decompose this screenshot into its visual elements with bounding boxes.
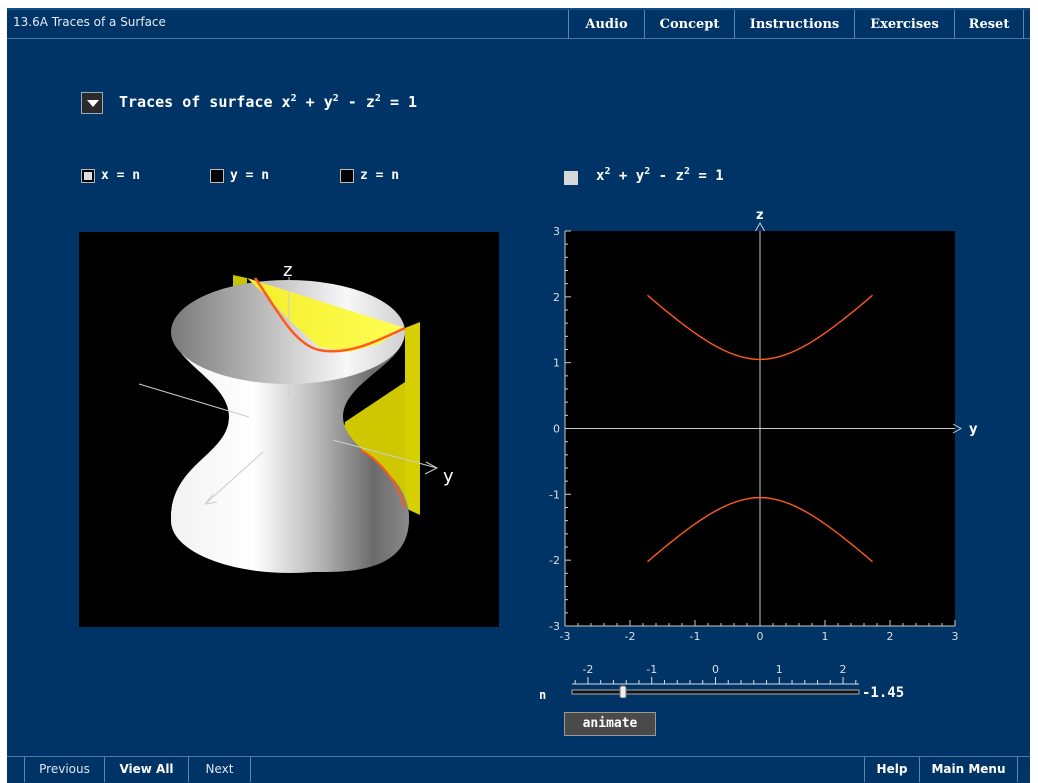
trace-plane-right — [405, 322, 420, 515]
reset-button[interactable]: Reset — [954, 10, 1024, 39]
surface-legend-equation: x2 + y2 - z2 = 1 — [596, 166, 724, 185]
surface-heading: Traces of surface x2 + y2 - z2 = 1 — [119, 93, 418, 111]
trace-curve-top — [253, 277, 406, 353]
slider-tick-label: -2 — [582, 663, 593, 676]
collapse-toggle-button[interactable] — [81, 92, 103, 114]
plot-y-axis-arrow — [952, 423, 963, 434]
plot-z-tick-label: -3 — [549, 620, 560, 633]
plot-z-tick-label: 3 — [553, 225, 560, 238]
plot-y-tick-label: 3 — [952, 630, 959, 643]
surface-3d-view[interactable]: z y — [79, 232, 499, 627]
plot-y-tick-label: 1 — [822, 630, 829, 643]
checkbox-y-label: y = n — [230, 168, 270, 183]
n-value-readout: -1.45 — [862, 685, 905, 701]
plot-z-tick-label: 1 — [553, 357, 560, 370]
view-all-button[interactable]: View All — [105, 757, 189, 782]
surface-3d-canvas: z y — [138, 260, 454, 573]
plot-y-tick-label: -1 — [690, 630, 701, 643]
y-axis-label: y — [443, 466, 454, 487]
plot-y-axis-label: y — [969, 422, 978, 437]
audio-button[interactable]: Audio — [568, 10, 644, 39]
y-axis-line — [332, 439, 438, 469]
checkbox-y-box[interactable] — [210, 169, 224, 183]
previous-button[interactable]: Previous — [25, 757, 105, 782]
trace-curve-lower — [647, 496, 873, 563]
plot-z-tick-label: 2 — [553, 291, 560, 304]
checkbox-x-box[interactable] — [81, 169, 95, 183]
bottom-bar-left-edge — [7, 757, 25, 782]
plot-y-tick-label: 0 — [757, 630, 764, 643]
slider-track[interactable] — [571, 689, 860, 695]
trace-curve-bottom — [360, 449, 406, 509]
plot-y-tick-label: 2 — [887, 630, 894, 643]
n-slider[interactable]: -2 -1 0 1 2 — [527, 653, 957, 699]
plot-z-axis-label: z — [756, 208, 764, 223]
trace-curve-upper — [647, 294, 873, 361]
checkbox-z-box[interactable] — [340, 169, 354, 183]
x-axis-arrow — [203, 493, 218, 505]
exercises-button[interactable]: Exercises — [854, 10, 954, 39]
app-title: 13.6A Traces of a Surface — [13, 15, 166, 29]
instructions-button[interactable]: Instructions — [734, 10, 854, 39]
slider-thumb[interactable] — [619, 685, 627, 699]
x-axis-line-neg — [204, 451, 264, 505]
next-button[interactable]: Next — [189, 757, 251, 782]
plot-y-tick-label: -3 — [560, 630, 571, 643]
x-axis-line — [138, 383, 250, 418]
trace-plot-canvas: -3 -2 -1 0 1 2 3 -3 -2 -1 0 1 2 3 z y — [549, 208, 978, 643]
app-frame: 13.6A Traces of a Surface Audio Concept … — [7, 8, 1030, 783]
top-bar: 13.6A Traces of a Surface Audio Concept … — [7, 8, 1030, 39]
y-axis-arrow — [424, 461, 439, 475]
checkbox-z-label: z = n — [360, 168, 400, 183]
main-menu-button[interactable]: Main Menu — [920, 757, 1018, 782]
plot-z-axis-arrow — [755, 221, 765, 232]
slider-tick-label: 0 — [712, 663, 719, 676]
trace-2d-plot: -3 -2 -1 0 1 2 3 -3 -2 -1 0 1 2 3 z y — [527, 203, 997, 648]
help-button[interactable]: Help — [864, 757, 920, 782]
plot-z-tick-label: -2 — [549, 554, 560, 567]
checkbox-x-label: x = n — [101, 168, 141, 183]
plot-y-tick-label: -2 — [625, 630, 636, 643]
concept-button[interactable]: Concept — [644, 10, 734, 39]
plot-z-tick-label: 0 — [553, 423, 560, 436]
plot-z-tick-label: -1 — [549, 488, 560, 501]
hyperboloid-top-opening — [171, 280, 405, 384]
z-axis-label: z — [283, 260, 292, 281]
surface-legend-swatch[interactable] — [564, 171, 578, 185]
n-slider-label: n — [539, 688, 547, 702]
hyperboloid-waist — [171, 417, 409, 518]
n-slider-area: -2 -1 0 1 2 n -1.45 — [527, 653, 957, 702]
animate-button[interactable]: animate — [564, 712, 656, 736]
slider-tick-label: -1 — [646, 663, 657, 676]
bottom-bar: Previous View All Next Help Main Menu — [7, 756, 1030, 783]
slider-tick-label: 2 — [840, 663, 847, 676]
slider-tick-label: 1 — [776, 663, 783, 676]
trace-plane-top — [247, 278, 405, 352]
